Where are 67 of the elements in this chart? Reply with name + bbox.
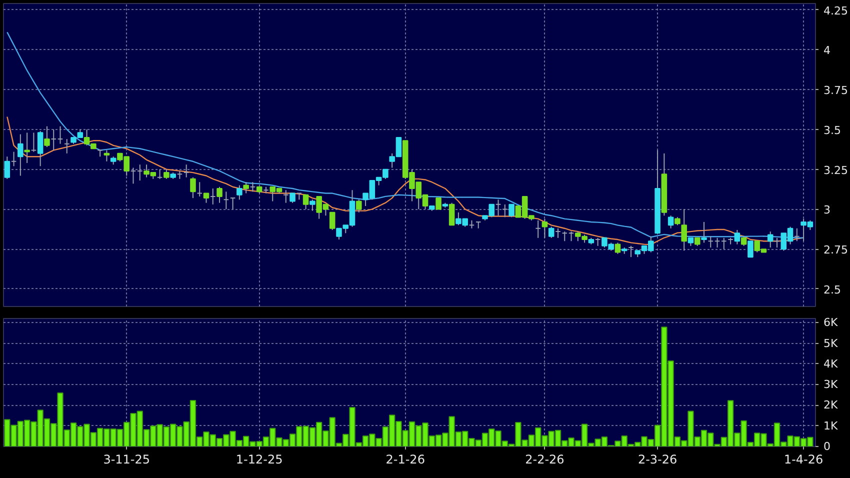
candlestick bbox=[183, 164, 190, 178]
candlestick bbox=[210, 188, 216, 205]
y-tick-label: 4K bbox=[824, 357, 838, 370]
candlestick bbox=[283, 190, 289, 204]
candlestick bbox=[136, 164, 143, 182]
candlestick bbox=[562, 231, 568, 242]
candlestick bbox=[30, 132, 37, 152]
candlestick bbox=[708, 236, 714, 248]
y-tick-label: 3K bbox=[824, 378, 838, 392]
x-tick-label: 1-12-25 bbox=[236, 452, 283, 466]
candlestick bbox=[57, 126, 64, 144]
candlestick bbox=[614, 242, 621, 254]
candlestick bbox=[448, 202, 455, 226]
candlestick bbox=[475, 221, 482, 229]
candlestick bbox=[50, 128, 56, 151]
y-tick-label: 3.25 bbox=[824, 164, 848, 177]
candlestick bbox=[97, 150, 103, 158]
candlestick bbox=[196, 182, 203, 197]
candlestick bbox=[10, 151, 17, 167]
x-tick-label: 2-3-26 bbox=[638, 452, 678, 466]
candlestick bbox=[628, 245, 634, 258]
y-tick-label: 2.5 bbox=[824, 283, 841, 296]
candlestick bbox=[130, 167, 136, 184]
candlestick bbox=[64, 138, 70, 154]
candlestick bbox=[740, 236, 747, 246]
y-tick-label: 2.75 bbox=[824, 244, 848, 257]
x-tick-label: 3-11-25 bbox=[103, 452, 150, 466]
candlestick bbox=[794, 228, 800, 242]
y-tick-label: 1K bbox=[824, 419, 838, 432]
candlestick bbox=[156, 168, 163, 180]
candlestick bbox=[190, 176, 196, 199]
candlestick bbox=[329, 212, 336, 230]
candlestick bbox=[250, 182, 256, 192]
candlestick bbox=[555, 228, 561, 238]
candlestick bbox=[356, 199, 362, 213]
candlestick bbox=[701, 221, 707, 244]
candlestick bbox=[542, 218, 548, 238]
candlestick bbox=[774, 237, 780, 248]
candlestick bbox=[681, 208, 687, 252]
candlestick bbox=[104, 150, 110, 162]
candlestick bbox=[302, 194, 309, 210]
candlestick bbox=[721, 237, 727, 250]
y-tick-label: 6K bbox=[824, 316, 838, 330]
x-tick-label: 2-2-26 bbox=[525, 452, 564, 466]
candlestick bbox=[436, 198, 442, 210]
candlestick bbox=[223, 191, 230, 210]
candlestick bbox=[668, 215, 674, 229]
y-tick-label: 5K bbox=[824, 336, 838, 350]
candlestick bbox=[310, 199, 316, 212]
candlestick bbox=[236, 184, 242, 200]
candlestick bbox=[502, 204, 508, 218]
candlestick bbox=[535, 220, 541, 238]
x-tick-label: 2-1-26 bbox=[386, 452, 425, 466]
y-tick-label: 0 bbox=[824, 440, 830, 453]
candlestick bbox=[495, 199, 502, 216]
candlestick bbox=[230, 198, 236, 210]
y-tick-label: 3 bbox=[824, 204, 830, 217]
y-tick-label: 4 bbox=[824, 44, 830, 58]
x-tick-label: 1-4-26 bbox=[784, 452, 824, 466]
y-tick-label: 2K bbox=[824, 398, 838, 412]
y-tick-label: 3.5 bbox=[824, 124, 841, 137]
y-tick-label: 3.75 bbox=[824, 84, 848, 98]
candlestick bbox=[18, 134, 24, 176]
candlestick bbox=[748, 240, 754, 258]
y-tick-label: 4.25 bbox=[824, 4, 848, 18]
candlestick bbox=[568, 231, 574, 242]
candlestick bbox=[714, 237, 720, 248]
